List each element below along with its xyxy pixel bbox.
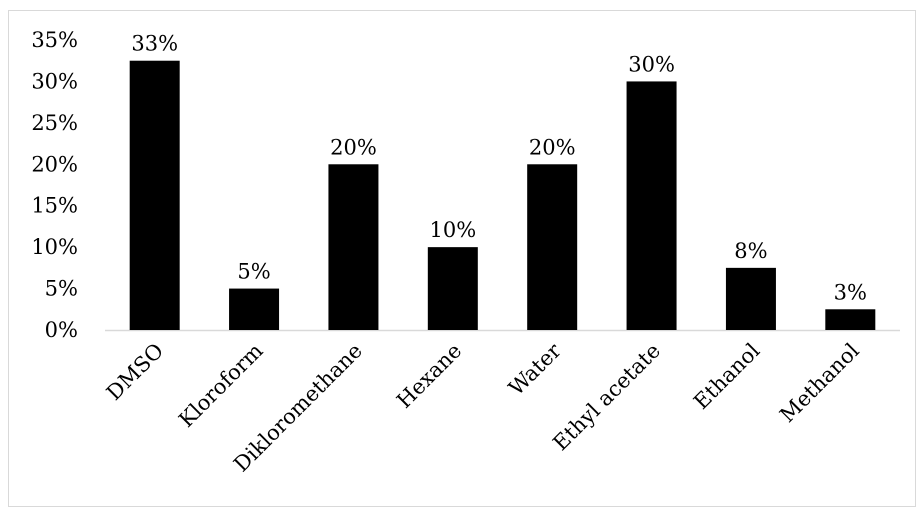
category-label: Ethanol: [689, 338, 765, 414]
data-label: 3%: [834, 280, 867, 304]
data-label: 5%: [237, 260, 270, 284]
category-label: Methanol: [775, 338, 864, 427]
y-tick-label: 20%: [31, 152, 78, 176]
category-label: Water: [504, 338, 566, 400]
data-label: 33%: [131, 32, 178, 56]
bar: [328, 164, 379, 330]
bars: [129, 60, 876, 330]
y-tick-label: 30%: [31, 69, 78, 93]
data-labels: 33% 5% 20% 10% 20% 30% 8% 3%: [131, 32, 867, 305]
y-tick-label: 35%: [31, 28, 78, 52]
bar: [725, 267, 776, 330]
data-label: 8%: [734, 239, 767, 263]
category-label: Ethyl acetate: [548, 339, 665, 456]
data-label: 10%: [429, 218, 476, 242]
bar: [527, 164, 578, 330]
bar: [825, 309, 876, 330]
y-tick-label: 5%: [45, 277, 78, 301]
data-label: 30%: [628, 52, 675, 76]
bar: [626, 81, 677, 330]
y-tick-label: 25%: [31, 111, 78, 135]
category-label: Kloroform: [174, 339, 267, 432]
data-label: 20%: [330, 135, 377, 159]
y-tick-label: 10%: [31, 235, 78, 259]
y-axis-ticks: 0% 5% 10% 15% 20% 25% 30% 35%: [31, 28, 78, 342]
y-tick-label: 15%: [31, 194, 78, 218]
bar: [229, 288, 280, 330]
y-tick-label: 0%: [45, 318, 78, 342]
data-label: 20%: [529, 135, 576, 159]
category-label: Hexane: [392, 339, 466, 413]
category-label: DMSO: [102, 339, 168, 405]
bar: [129, 60, 180, 330]
bar: [427, 247, 478, 330]
